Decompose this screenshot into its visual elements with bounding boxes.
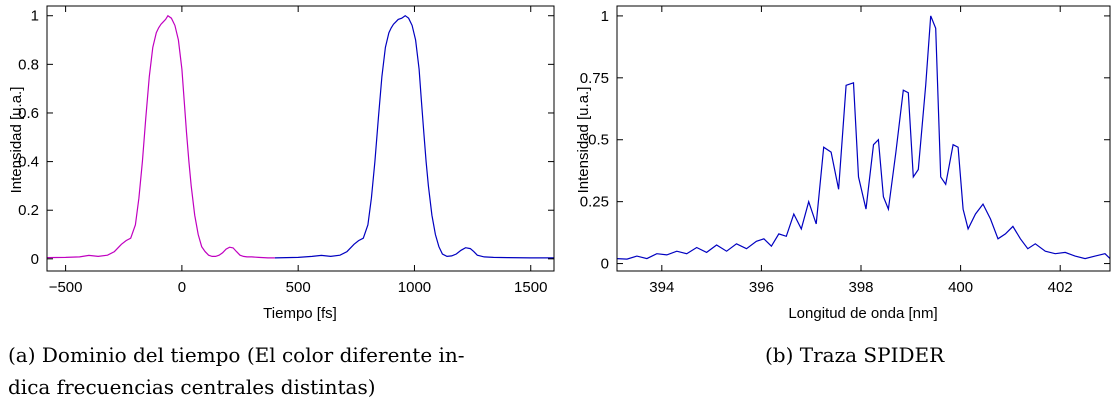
chart-panel-spider-trace: 394 396 398 400 402 0 0.25 0.5 0.75 1 Longitud d… <box>575 5 1111 322</box>
x-tick-label: 1500 <box>514 279 547 296</box>
series-line-1 <box>46 14 275 259</box>
plot-frame <box>46 5 555 272</box>
x-tick-label: 396 <box>749 279 774 296</box>
y-tick-label: 0.4 <box>18 154 39 171</box>
y-tick-label: 0.2 <box>18 202 39 219</box>
y-tick-label: 0.6 <box>18 105 39 122</box>
caption-b: (b) Traza SPIDER <box>765 343 945 367</box>
y-tick-label: 1 <box>31 8 39 25</box>
x-tick-label: 402 <box>1048 279 1073 296</box>
x-axis-ticks: −500 0 500 1000 1500 <box>49 6 547 296</box>
x-tick-label: 394 <box>649 279 674 296</box>
x-tick-label: 0 <box>178 279 186 296</box>
chart-panel-time-domain: −500 0 500 1000 1500 0 0.2 0.4 0.6 0.8 1 Tiempo [… <box>8 5 555 322</box>
y-axis-label: Intensidad [u.a.] <box>8 87 25 194</box>
caption-a-line1: (a) Dominio del tiempo (El color diferen… <box>8 343 465 367</box>
series-group <box>616 15 1111 260</box>
x-tick-label: 500 <box>286 279 311 296</box>
y-tick-label: 0 <box>601 256 609 273</box>
x-tick-label: 1000 <box>398 279 431 296</box>
y-tick-label: 0.75 <box>580 70 609 87</box>
y-axis-ticks: 0 0.2 0.4 0.6 0.8 1 <box>18 8 554 268</box>
x-axis-label: Tiempo [fs] <box>263 305 337 322</box>
series-line-2 <box>274 14 554 259</box>
y-axis-label: Intensidad [u.a.] <box>575 87 592 194</box>
y-tick-label: 0 <box>31 251 39 268</box>
y-tick-label: 0.8 <box>18 56 39 73</box>
x-tick-label: 400 <box>948 279 973 296</box>
y-axis-ticks: 0 0.25 0.5 0.75 1 <box>580 8 1110 273</box>
y-tick-label: 0.5 <box>588 132 609 149</box>
x-axis-ticks: 394 396 398 400 402 <box>649 6 1073 296</box>
plot-frame <box>616 5 1111 272</box>
x-tick-label: −500 <box>49 279 83 296</box>
caption-a-line2: dica frecuencias centrales distintas) <box>8 375 376 399</box>
series-group <box>46 14 554 259</box>
series-line-1 <box>616 15 1111 260</box>
y-tick-label: 0.25 <box>580 194 609 211</box>
figure-panels: −500 0 500 1000 1500 0 0.2 0.4 0.6 0.8 1 Tiempo [… <box>8 5 1111 322</box>
x-tick-label: 398 <box>848 279 873 296</box>
y-tick-label: 1 <box>601 8 609 25</box>
x-axis-label: Longitud de onda [nm] <box>788 305 937 322</box>
